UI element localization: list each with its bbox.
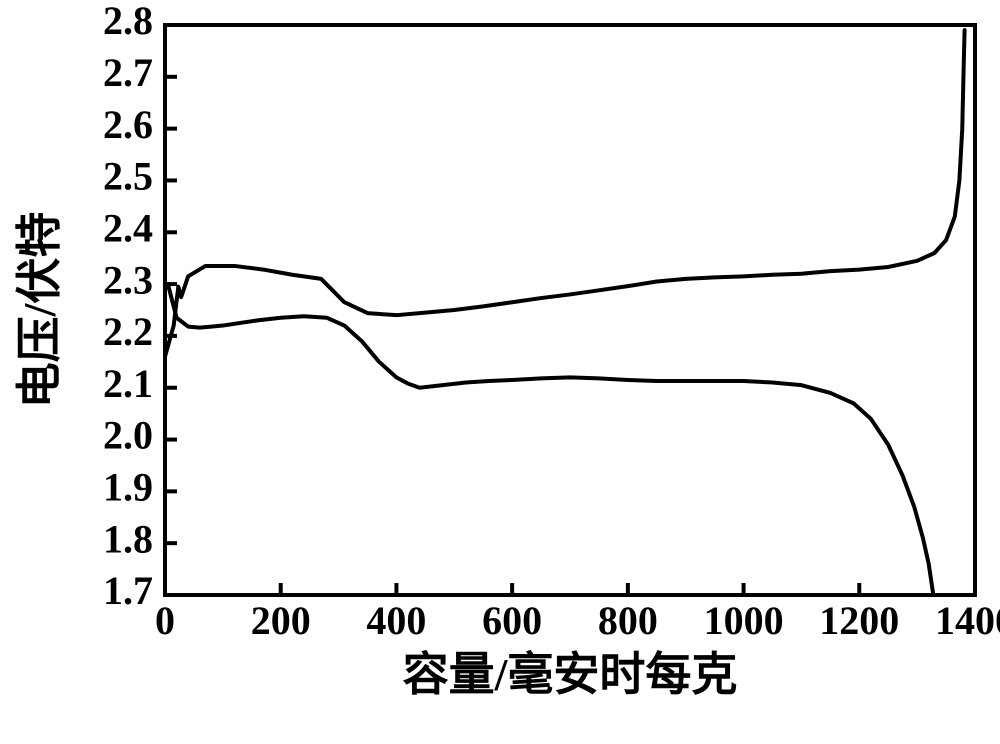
y-tick-label: 2.4 [103,205,153,250]
y-axis-label: 电压/伏特 [14,212,65,409]
y-tick-label: 2.6 [103,102,153,147]
x-axis-label: 容量/毫安时每克 [403,649,738,700]
x-tick-label: 1200 [819,598,899,643]
y-tick-label: 2.2 [103,309,153,354]
x-tick-label: 0 [155,598,175,643]
y-tick-label: 2.0 [103,413,153,458]
plot-border [165,25,975,595]
y-tick-label: 1.7 [103,568,153,613]
y-tick-label: 2.1 [103,361,153,406]
y-tick-label: 2.7 [103,50,153,95]
x-tick-label: 1000 [704,598,784,643]
x-tick-label: 200 [251,598,311,643]
x-tick-label: 600 [482,598,542,643]
y-tick-label: 2.5 [103,154,153,199]
series-charge [165,30,965,356]
voltage-capacity-chart: 0 200 400 600 800 1000 1200 1400 1.7 1.8 1.9 2.0 2.1… [0,0,1000,744]
x-tick-label: 800 [598,598,658,643]
y-tick-label: 1.8 [103,516,153,561]
x-tick-label: 1400 [935,598,1000,643]
y-tick-label: 1.9 [103,465,153,510]
y-tick-label: 2.8 [103,0,153,43]
y-tick-label: 2.3 [103,257,153,302]
x-tick-label: 400 [366,598,426,643]
series-discharge [168,284,933,595]
